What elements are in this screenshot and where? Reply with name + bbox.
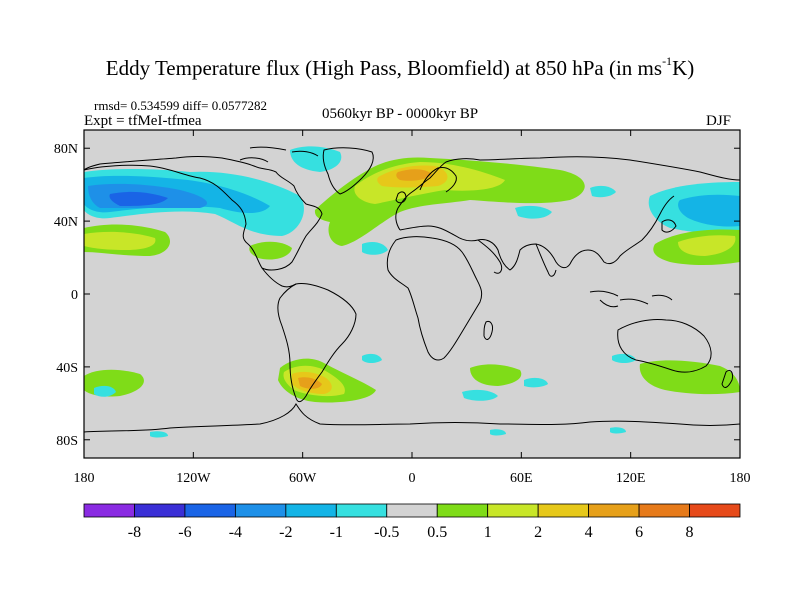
colorbar-swatch — [83, 503, 135, 518]
colorbar-label: 6 — [635, 524, 643, 541]
colorbar-swatch — [234, 503, 287, 518]
anomaly-natlantic-europe-pos-4 — [396, 169, 432, 181]
colorbar-swatch — [436, 503, 489, 518]
anomaly-south-indian-pos — [470, 364, 522, 386]
anomaly-antarctic-neg-2 — [610, 427, 626, 434]
coast-scandinavia — [419, 167, 457, 193]
coast-japan — [661, 219, 677, 233]
colorbar-swatch — [285, 503, 337, 518]
y-tick-label: 40N — [54, 215, 78, 230]
colorbar-label: -0.5 — [374, 524, 399, 541]
colorbar-label: 0.5 — [427, 524, 447, 541]
experiment-label: Expt = tfMeI-tfmea — [84, 113, 202, 129]
anomaly-south-australia-pos — [639, 360, 740, 395]
colorbar-swatch — [386, 503, 438, 518]
anomaly-siberia-neg — [590, 185, 616, 198]
colorbar: -8 -6 -4 -2 -1 -0.5 0.5 1 2 4 6 8 — [83, 503, 741, 541]
coast-arabia-india — [477, 239, 557, 277]
anomaly-nwpacific-neg-2 — [678, 194, 740, 227]
coast-new-zealand — [721, 369, 733, 388]
coast-antarctica — [84, 403, 740, 433]
x-tick-label: 60W — [289, 471, 317, 486]
anomaly-central-npac-pos-2 — [678, 235, 736, 256]
map-axes: 180 120W 60W 0 60E 120E 180 80N 40N 0 40S 80S — [54, 130, 751, 486]
coast-africa — [386, 236, 483, 361]
anomaly-antarctic-neg-1 — [490, 429, 506, 436]
anomaly-arctic-canada-neg — [290, 146, 342, 172]
colorbar-swatch — [537, 503, 590, 518]
colorbar-label: -6 — [178, 524, 191, 541]
colorbar-swatch — [335, 503, 388, 518]
colorbar-label: -1 — [330, 524, 343, 541]
colorbar-label: 4 — [585, 524, 593, 541]
x-tick-label: 180 — [74, 471, 95, 486]
anomaly-south-indian-neg-2 — [524, 377, 548, 388]
season-label: DJF — [706, 113, 732, 129]
y-tick-label: 0 — [71, 288, 78, 303]
colorbar-label: 8 — [686, 524, 694, 541]
colorbar-label: -4 — [229, 524, 242, 541]
anomaly-africa-neg — [362, 242, 388, 255]
anomaly-south-pacific-neg-2 — [362, 353, 382, 363]
colorbar-swatch — [638, 503, 690, 518]
title-main: Eddy Temperature flux (High Pass, Bloomf… — [105, 56, 663, 80]
stats-text: rmsd= 0.534599 diff= 0.0577282 — [94, 98, 267, 113]
coast-madagascar — [483, 321, 493, 340]
x-tick-label: 60E — [510, 471, 533, 486]
y-tick-label: 80S — [56, 434, 78, 449]
coastlines — [84, 146, 740, 433]
colorbar-label: -2 — [279, 524, 292, 541]
coast-south-america — [277, 283, 357, 403]
anomaly-antarctic-neg-3 — [150, 431, 168, 438]
title-end: K) — [672, 56, 695, 80]
anomaly-south-indian-neg — [462, 389, 498, 401]
x-tick-label: 120E — [616, 471, 646, 486]
x-tick-label: 180 — [730, 471, 751, 486]
anomaly-central-asia-neg — [515, 205, 552, 219]
anomaly-contours — [84, 146, 740, 438]
coast-british-isles — [395, 191, 407, 204]
anomaly-subtropical-npac-pos-2 — [84, 231, 156, 250]
coast-north-america — [84, 156, 323, 271]
colorbar-label: 1 — [484, 524, 492, 541]
colorbar-swatch — [689, 503, 741, 518]
coast-greenland — [322, 147, 374, 195]
colorbar-label: -8 — [128, 524, 141, 541]
anomaly-south-australia-neg — [612, 353, 636, 363]
title-superscript: -1 — [662, 54, 673, 68]
coast-arctic-islands — [239, 146, 319, 163]
anomaly-north-pacific-neg-4 — [109, 191, 168, 206]
colorbar-swatch — [184, 503, 236, 518]
anomaly-south-pacific-neg — [94, 385, 116, 397]
coast-indonesia — [589, 290, 673, 308]
colorbar-label: 2 — [534, 524, 542, 541]
colorbar-swatch — [588, 503, 640, 518]
period-label: 0560kyr BP - 0000kyr BP — [322, 106, 479, 122]
figure-title: Eddy Temperature flux (High Pass, Bloomf… — [0, 54, 800, 81]
y-tick-label: 80N — [54, 142, 78, 157]
x-tick-label: 120W — [176, 471, 211, 486]
colorbar-swatch — [134, 503, 186, 518]
x-tick-label: 0 — [409, 471, 416, 486]
coast-eurasia — [395, 156, 740, 271]
y-tick-label: 40S — [56, 361, 78, 376]
coast-australia — [617, 319, 712, 373]
colorbar-swatch — [487, 503, 539, 518]
anomaly-namerica-pos — [249, 241, 292, 260]
